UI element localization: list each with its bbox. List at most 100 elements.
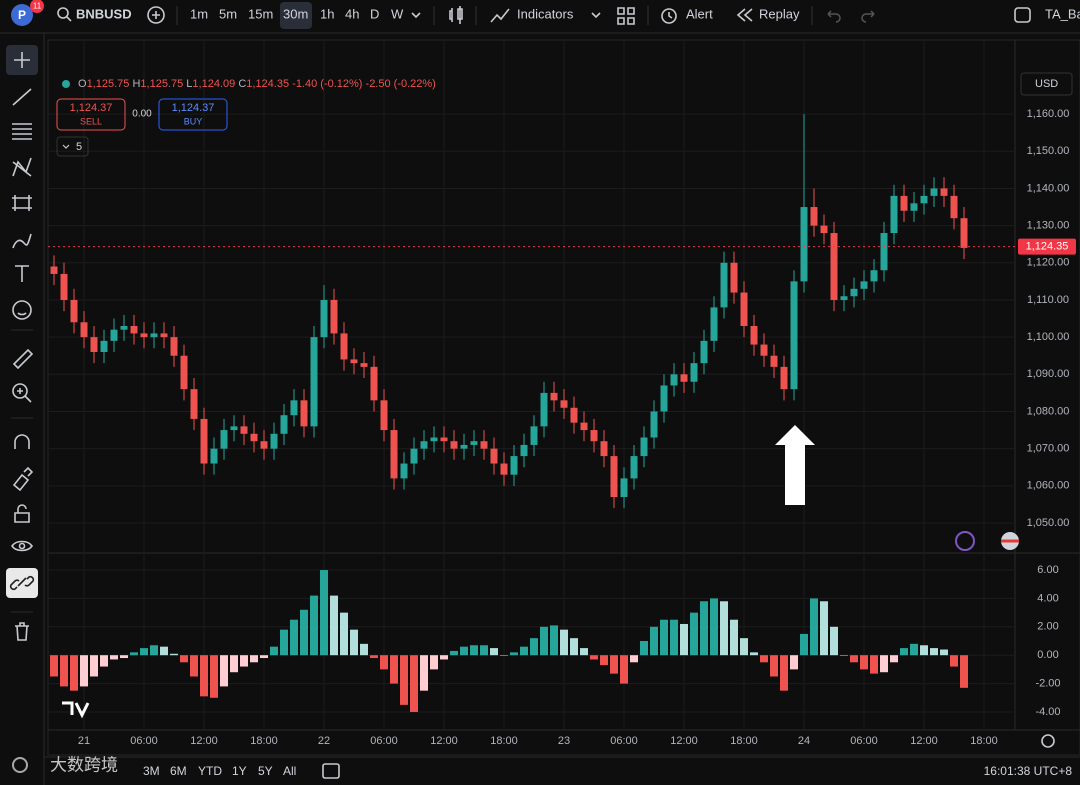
layout-icon[interactable] xyxy=(1014,7,1031,23)
event-icon[interactable] xyxy=(955,531,975,551)
histogram-bar xyxy=(400,655,408,705)
histogram-bar xyxy=(50,655,58,677)
candle-body xyxy=(400,463,408,479)
interval[interactable]: 15m xyxy=(248,6,273,21)
candle-body xyxy=(410,448,418,464)
candle-body xyxy=(170,337,178,356)
candle-body xyxy=(670,374,678,386)
lock-tool[interactable] xyxy=(14,504,30,523)
interval[interactable]: D xyxy=(370,6,379,21)
range-button[interactable]: 3M xyxy=(143,764,160,778)
settings-icon[interactable] xyxy=(1041,734,1055,748)
fib-tool[interactable] xyxy=(12,123,32,140)
range-button[interactable]: All xyxy=(283,764,296,778)
pattern-tool[interactable] xyxy=(12,157,32,177)
histogram-bar xyxy=(310,595,318,656)
replay-icon[interactable] xyxy=(736,8,753,22)
add-symbol[interactable] xyxy=(147,6,165,24)
indicators-icon[interactable] xyxy=(490,8,510,23)
watermark-logo xyxy=(12,757,28,773)
candle-body xyxy=(500,463,508,475)
candle-body xyxy=(470,441,478,445)
candle-body xyxy=(630,456,638,479)
templates-icon[interactable] xyxy=(617,7,635,25)
status-dot xyxy=(62,80,70,88)
currency-selector[interactable] xyxy=(1020,72,1073,96)
last-price-box xyxy=(1018,238,1076,255)
histogram-bar xyxy=(940,649,948,656)
candle-body xyxy=(540,392,548,427)
indicators-button[interactable]: Indicators xyxy=(517,6,574,21)
search-icon[interactable] xyxy=(57,7,69,19)
interval-menu[interactable] xyxy=(411,12,421,19)
range-button[interactable]: 1Y xyxy=(232,764,247,778)
indicator-count: 5 xyxy=(76,141,82,153)
trendline-tool[interactable] xyxy=(12,88,32,106)
x-tick-label: 12:00 xyxy=(670,735,698,747)
layout-name[interactable]: TA_Ba xyxy=(1045,6,1080,21)
legend-value: 1,125.75 xyxy=(87,78,130,90)
alert-button[interactable]: Alert xyxy=(686,6,713,21)
histogram-bar xyxy=(190,655,198,677)
remove-tool[interactable] xyxy=(15,622,29,641)
stay-drawing-tool[interactable] xyxy=(12,466,34,492)
symbol[interactable]: BNBUSD xyxy=(76,6,132,21)
candle-body xyxy=(120,325,128,330)
last-price-label: 1,124.35 xyxy=(1026,241,1069,253)
candle-body xyxy=(340,333,348,360)
candle-body xyxy=(300,400,308,427)
candle-body xyxy=(800,207,808,282)
hide-tool[interactable] xyxy=(11,540,33,552)
indicators-toggle[interactable] xyxy=(56,136,89,157)
avatar[interactable] xyxy=(11,4,33,26)
buy-button[interactable] xyxy=(158,98,228,131)
histogram-bar xyxy=(330,595,338,656)
emoji-tool[interactable] xyxy=(12,300,32,320)
magnet-tool[interactable] xyxy=(14,434,30,449)
interval[interactable]: 30m xyxy=(283,6,308,21)
histogram-bar xyxy=(60,655,68,687)
brush-tool[interactable] xyxy=(12,233,32,249)
text-tool[interactable] xyxy=(15,265,29,282)
y-tick-label: 1,100.00 xyxy=(1027,331,1070,343)
replay-button[interactable]: Replay xyxy=(759,6,800,21)
histogram-bar xyxy=(220,655,228,687)
histogram-bar xyxy=(450,650,458,656)
histogram-bar xyxy=(290,619,298,656)
crosshair-tool[interactable] xyxy=(14,52,30,68)
range-button[interactable]: 6M xyxy=(170,764,187,778)
histogram-bar xyxy=(90,655,98,677)
histogram-bar xyxy=(640,641,648,656)
histogram-bar xyxy=(240,655,248,667)
interval[interactable]: 1h xyxy=(320,6,334,21)
y-tick-label: 1,110.00 xyxy=(1027,294,1069,306)
interval[interactable]: 4h xyxy=(345,6,359,21)
y-tick-label: 2.00 xyxy=(1037,621,1058,633)
ruler-tool[interactable] xyxy=(12,348,34,370)
indicators-menu[interactable] xyxy=(591,12,601,19)
add-symbol-icon xyxy=(152,11,160,19)
histogram-bar xyxy=(810,598,818,656)
interval[interactable]: W xyxy=(391,6,404,21)
histogram-bar xyxy=(930,648,938,656)
interval[interactable]: 5m xyxy=(219,6,237,21)
chart-type-icon[interactable] xyxy=(449,6,463,24)
alert-icon[interactable] xyxy=(661,8,677,24)
histogram-bar xyxy=(260,655,268,659)
zoom-tool[interactable] xyxy=(12,383,28,399)
interval[interactable]: 1m xyxy=(190,6,208,21)
notification-badge xyxy=(30,0,44,13)
candle-body xyxy=(560,400,568,408)
projection-tool[interactable] xyxy=(12,195,32,211)
undo[interactable] xyxy=(827,10,841,23)
goto-date[interactable] xyxy=(322,763,340,779)
candle-body xyxy=(350,359,358,364)
range-button[interactable]: 5Y xyxy=(258,764,273,778)
histogram-bar xyxy=(700,601,708,656)
range-button[interactable]: YTD xyxy=(198,764,222,778)
sell-button[interactable] xyxy=(56,98,126,131)
redo[interactable] xyxy=(861,10,875,23)
histogram-bar xyxy=(620,655,628,684)
histogram-bar xyxy=(850,655,858,663)
